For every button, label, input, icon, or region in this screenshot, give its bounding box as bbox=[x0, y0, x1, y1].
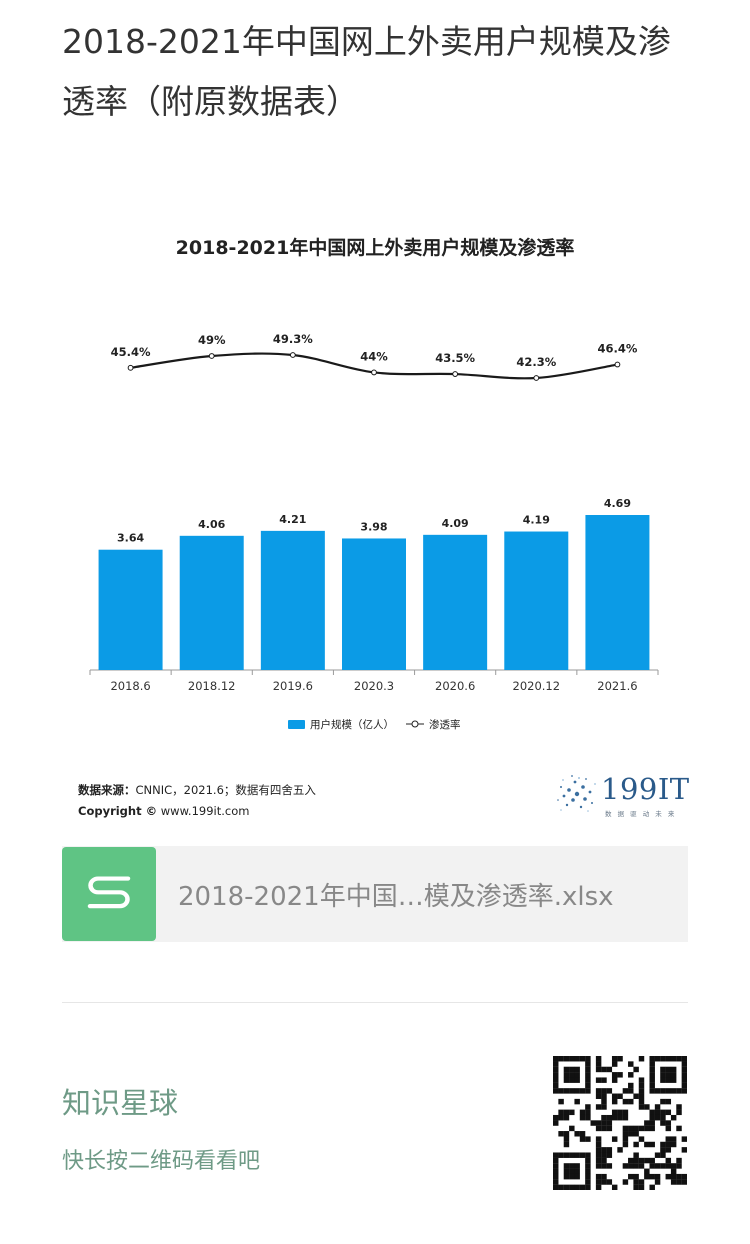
legend-swatch-marker bbox=[411, 720, 419, 728]
x-tick-label: 2021.6 bbox=[597, 679, 637, 693]
chart-image: 2018-2021年中国网上外卖用户规模及渗透率 3.64 2018.6 4.06 20… bbox=[62, 210, 688, 830]
spreadsheet-icon bbox=[62, 847, 156, 941]
attachment-card[interactable]: 2018-2021年中国…模及渗透率.xlsx bbox=[62, 846, 688, 942]
line-point bbox=[452, 371, 459, 377]
x-tick-label: 2020.3 bbox=[354, 679, 394, 693]
line-label: 45.4% bbox=[111, 345, 151, 359]
line-label: 46.4% bbox=[597, 342, 637, 356]
bar-label: 3.64 bbox=[117, 532, 144, 545]
line-point bbox=[371, 369, 377, 376]
copyright-label: Copyright © bbox=[78, 804, 158, 818]
x-tick-label: 2018.6 bbox=[110, 679, 150, 693]
x-tick-label: 2020.12 bbox=[513, 679, 561, 693]
bar-label: 4.19 bbox=[523, 514, 550, 527]
logo-mark-icon bbox=[557, 775, 596, 812]
line-label: 43.5% bbox=[435, 351, 475, 365]
bar-label: 4.69 bbox=[604, 497, 631, 510]
x-tick-label: 2019.6 bbox=[273, 679, 313, 693]
promo-title: 知识星球 bbox=[62, 1086, 179, 1120]
qr-code[interactable] bbox=[553, 1056, 687, 1190]
bar-label: 3.98 bbox=[360, 520, 387, 533]
bar-label: 4.06 bbox=[198, 518, 225, 531]
legend-swatch-bar bbox=[288, 720, 305, 729]
chart-title: 2018-2021年中国网上外卖用户规模及渗透率 bbox=[176, 236, 575, 259]
bar-2020.6 bbox=[423, 534, 488, 670]
post-title: 2018-2021年中国网上外卖用户规模及渗透率（附原数据表） bbox=[62, 22, 671, 121]
brand-logo: 199IT 数 据 驱 动 未 来 bbox=[553, 770, 690, 818]
promo-subtitle: 快长按二维码看看吧 bbox=[62, 1149, 261, 1174]
line-label: 49.3% bbox=[273, 332, 313, 346]
x-tick-label: 2020.6 bbox=[435, 679, 475, 693]
line-point bbox=[614, 361, 621, 368]
copyright-url: www.199it.com bbox=[160, 804, 250, 818]
section-divider bbox=[62, 1002, 688, 1003]
line-point bbox=[208, 353, 215, 359]
line-label: 44% bbox=[360, 349, 388, 363]
source-text: CNNIC，2021.6；数据有四舍五入 bbox=[135, 783, 316, 797]
bar-2019.6 bbox=[260, 530, 325, 670]
attachment-file-name: 2018-2021年中国…模及渗透率.xlsx bbox=[178, 881, 614, 912]
x-tick-label: 2018.12 bbox=[188, 679, 236, 693]
bar-2021.6 bbox=[585, 515, 650, 670]
legend-label-line: 渗透率 bbox=[429, 718, 461, 731]
line-point bbox=[533, 375, 540, 381]
bar-label: 4.21 bbox=[279, 513, 306, 526]
logo-text: 199IT bbox=[601, 772, 690, 806]
line-label: 42.3% bbox=[516, 355, 556, 369]
source-note: 数据来源：CNNIC，2021.6；数据有四舍五入 Copyright © ww… bbox=[78, 780, 316, 822]
line-point bbox=[289, 352, 296, 358]
source-label: 数据来源： bbox=[78, 783, 136, 797]
bar-label: 4.09 bbox=[442, 517, 469, 530]
logo-tagline: 数 据 驱 动 未 来 bbox=[605, 810, 677, 818]
line-point bbox=[127, 364, 134, 371]
line-label: 49% bbox=[198, 333, 226, 347]
bar-2018.12 bbox=[179, 535, 244, 670]
legend-label-bar: 用户规模（亿人） bbox=[310, 718, 394, 731]
bar-2020.12 bbox=[504, 531, 569, 670]
chart-svg: 2018-2021年中国网上外卖用户规模及渗透率 3.64 2018.6 4.06 20… bbox=[89, 236, 659, 731]
bar-2018.6 bbox=[98, 549, 163, 670]
bar-2020.3 bbox=[342, 538, 406, 670]
